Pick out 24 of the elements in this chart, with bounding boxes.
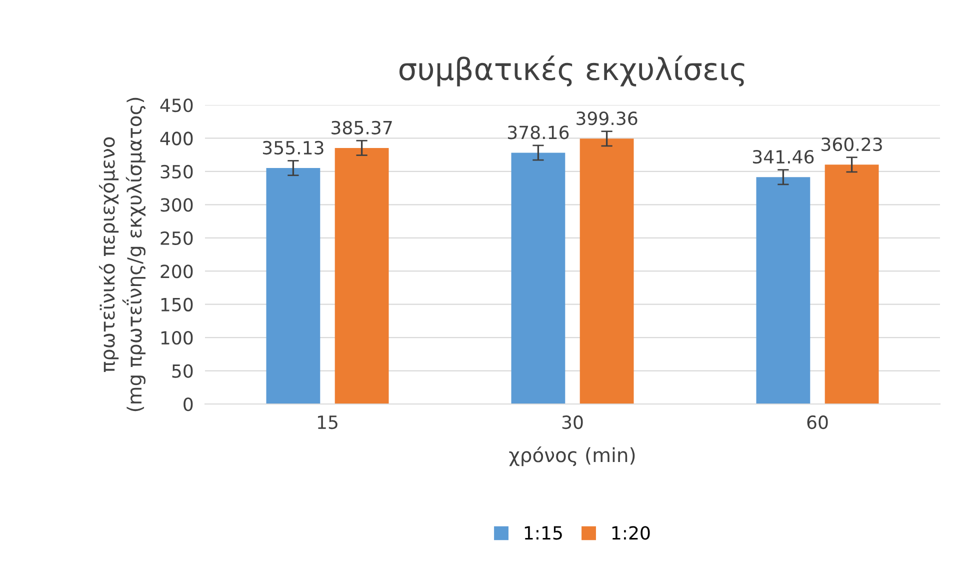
data-label: 399.36 bbox=[576, 112, 638, 126]
data-label: 355.13 bbox=[262, 140, 324, 155]
legend-label: 1:20 bbox=[612, 526, 650, 540]
chart-title: συμβατικές εκχυλίσεις bbox=[399, 56, 744, 86]
y-tick-label: 150 bbox=[161, 298, 193, 312]
legend-label: 1:15 bbox=[524, 526, 562, 540]
y-tick-label: 50 bbox=[172, 364, 193, 378]
x-tick-label: 60 bbox=[807, 415, 828, 430]
y-tick-label: 300 bbox=[160, 198, 193, 212]
x-axis-title: χρόνος (min) bbox=[509, 446, 635, 466]
data-label: 360.23 bbox=[822, 138, 882, 152]
y-tick-label: 100 bbox=[161, 331, 193, 345]
y-tick-label: 250 bbox=[160, 231, 193, 246]
x-tick-label: 15 bbox=[318, 416, 338, 430]
y-tick-label: 350 bbox=[160, 164, 193, 179]
y-tick-label: 450 bbox=[160, 98, 193, 112]
y-tick-label: 0 bbox=[184, 397, 193, 412]
y-axis-title: πρωτεϊνικό περιεχόμενο (mg πρωτεΐνης/g εκχυλίσματος) bbox=[98, 98, 146, 412]
y-tick-label: 400 bbox=[160, 132, 193, 146]
x-tick-label: 30 bbox=[562, 415, 583, 430]
data-label: 385.37 bbox=[332, 120, 392, 134]
data-label: 341.46 bbox=[752, 150, 814, 164]
data-label: 378.16 bbox=[508, 126, 569, 140]
y-tick-label: 200 bbox=[160, 264, 193, 278]
